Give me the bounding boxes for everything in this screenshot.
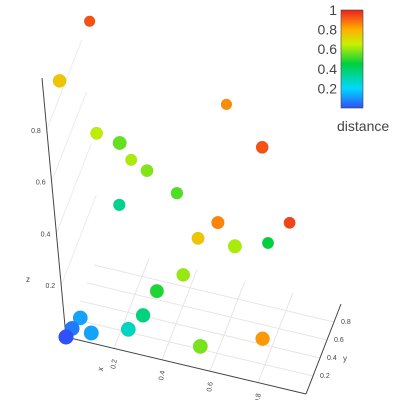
data-point[interactable] (90, 126, 104, 140)
y-tick-label: 0.6 (334, 337, 344, 344)
data-point[interactable] (113, 198, 126, 212)
z-axis-line (41, 77, 67, 338)
floor-gridline-x (257, 292, 294, 383)
floor-gridline-x (209, 281, 246, 372)
x-tick-label: 0.2 (110, 359, 119, 370)
wall-gridline-z (55, 143, 92, 234)
z-tick-label: 0.4 (41, 231, 51, 238)
grid-layer (46, 39, 335, 383)
data-point[interactable] (261, 236, 275, 250)
colorbar-tick-label: 0.6 (318, 41, 338, 57)
z-tick-label: 0.2 (45, 283, 55, 290)
floor-gridline-x (161, 269, 198, 360)
data-point[interactable] (135, 308, 151, 323)
colorbar-tick-label: 0.8 (318, 22, 338, 38)
data-point[interactable] (140, 164, 154, 178)
floor-gridline-y (93, 264, 335, 323)
colorbar-title: distance (337, 118, 389, 134)
floor-gridline-y (72, 318, 314, 377)
data-point[interactable] (283, 216, 296, 229)
data-point[interactable] (120, 321, 136, 337)
data-point[interactable] (149, 283, 165, 299)
z-tick-label: 0.6 (36, 180, 46, 187)
data-point[interactable] (125, 153, 138, 166)
data-point[interactable] (83, 15, 96, 27)
colorbar-gradient (340, 9, 364, 109)
x-axis-title: x (96, 366, 106, 372)
colorbar-tick-label: 0.2 (318, 80, 338, 96)
y-tick-label: 0.2 (320, 373, 330, 380)
data-point[interactable] (227, 239, 243, 254)
data-point[interactable] (255, 140, 269, 154)
y-tick-label: 0.4 (327, 355, 337, 362)
z-tick-label: 0.8 (31, 128, 41, 135)
z-axis-title: z (26, 275, 30, 284)
data-point[interactable] (176, 267, 191, 282)
y-tick-label: 0.8 (341, 319, 351, 326)
data-point[interactable] (83, 325, 99, 341)
data-point[interactable] (211, 215, 225, 230)
x-axis-line (65, 336, 307, 395)
x-tick-label: 0.8 (254, 393, 263, 400)
data-point[interactable] (72, 310, 88, 326)
data-point[interactable] (255, 331, 270, 347)
data-point[interactable] (191, 231, 205, 245)
data-point[interactable] (192, 338, 208, 354)
data-point[interactable] (58, 329, 74, 345)
y-axis-title: y (343, 354, 347, 363)
wall-gridline-z (60, 195, 97, 286)
colorbar-tick-label: 0.4 (318, 61, 338, 77)
colorbar-ticks: 0.2 0.4 0.6 0.8 1 (318, 2, 338, 96)
wall-gridline-z (51, 91, 88, 182)
x-tick-label: 0.4 (158, 370, 167, 381)
colorbar-tick-label: 1 (329, 2, 337, 18)
floor-gridline-x (113, 258, 150, 349)
data-point[interactable] (112, 135, 127, 151)
colorbar: 0.2 0.4 0.6 0.8 1 distance (318, 2, 390, 134)
data-point[interactable] (220, 98, 233, 111)
data-point[interactable] (52, 73, 67, 88)
axis-layer: 0.2 0.4 0.6 0.8 0.2 0.4 0.6 0.8 0.2 0.4 0.6 0.8 (31, 77, 351, 404)
data-point[interactable] (170, 186, 184, 200)
points-layer[interactable] (52, 15, 296, 354)
floor-gridline-y (79, 300, 321, 359)
axis-titles: x y z (26, 275, 347, 372)
y-axis-line (305, 303, 342, 395)
floor-gridline-y (86, 282, 328, 341)
x-tick-label: 0.6 (206, 381, 215, 392)
